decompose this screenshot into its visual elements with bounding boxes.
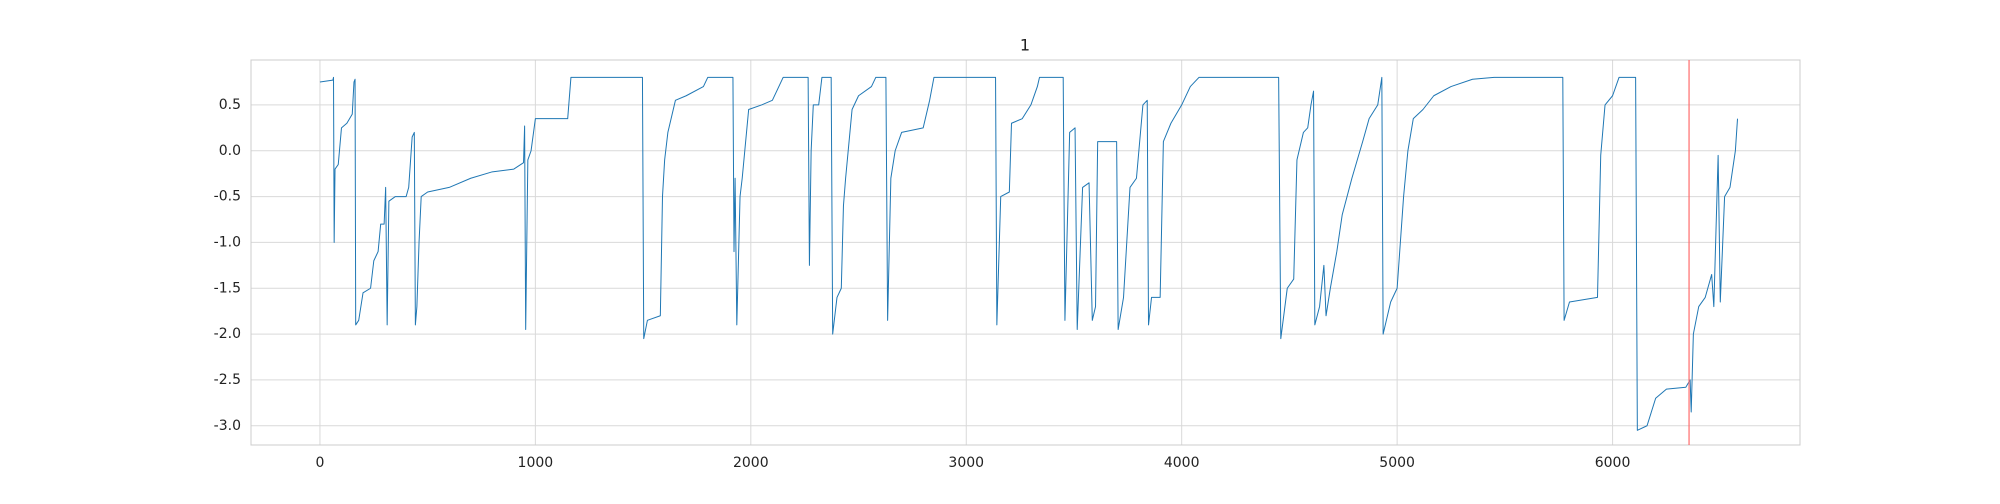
x-tick-label: 4000: [1164, 455, 1200, 471]
x-tick-label: 6000: [1595, 455, 1631, 471]
y-tick-label: -1.5: [214, 280, 241, 296]
plot-frame: [250, 59, 1801, 446]
x-tick-label: 2000: [733, 455, 769, 471]
y-tick-label: -0.5: [214, 189, 241, 205]
y-tick-label: -2.0: [214, 326, 241, 342]
y-tick-label: -3.0: [214, 418, 241, 434]
chart-title: 1: [1020, 36, 1030, 55]
x-tick-label: 3000: [948, 455, 984, 471]
x-tick-label: 1000: [518, 455, 554, 471]
x-tick-label: 5000: [1379, 455, 1415, 471]
x-tick-label: 0: [315, 455, 324, 471]
y-tick-label: 0.0: [219, 143, 241, 159]
y-tick-label: -1.0: [214, 234, 241, 250]
data-line: [319, 76, 1739, 431]
y-tick-label: -2.5: [214, 372, 241, 388]
y-tick-label: 0.5: [219, 97, 241, 113]
